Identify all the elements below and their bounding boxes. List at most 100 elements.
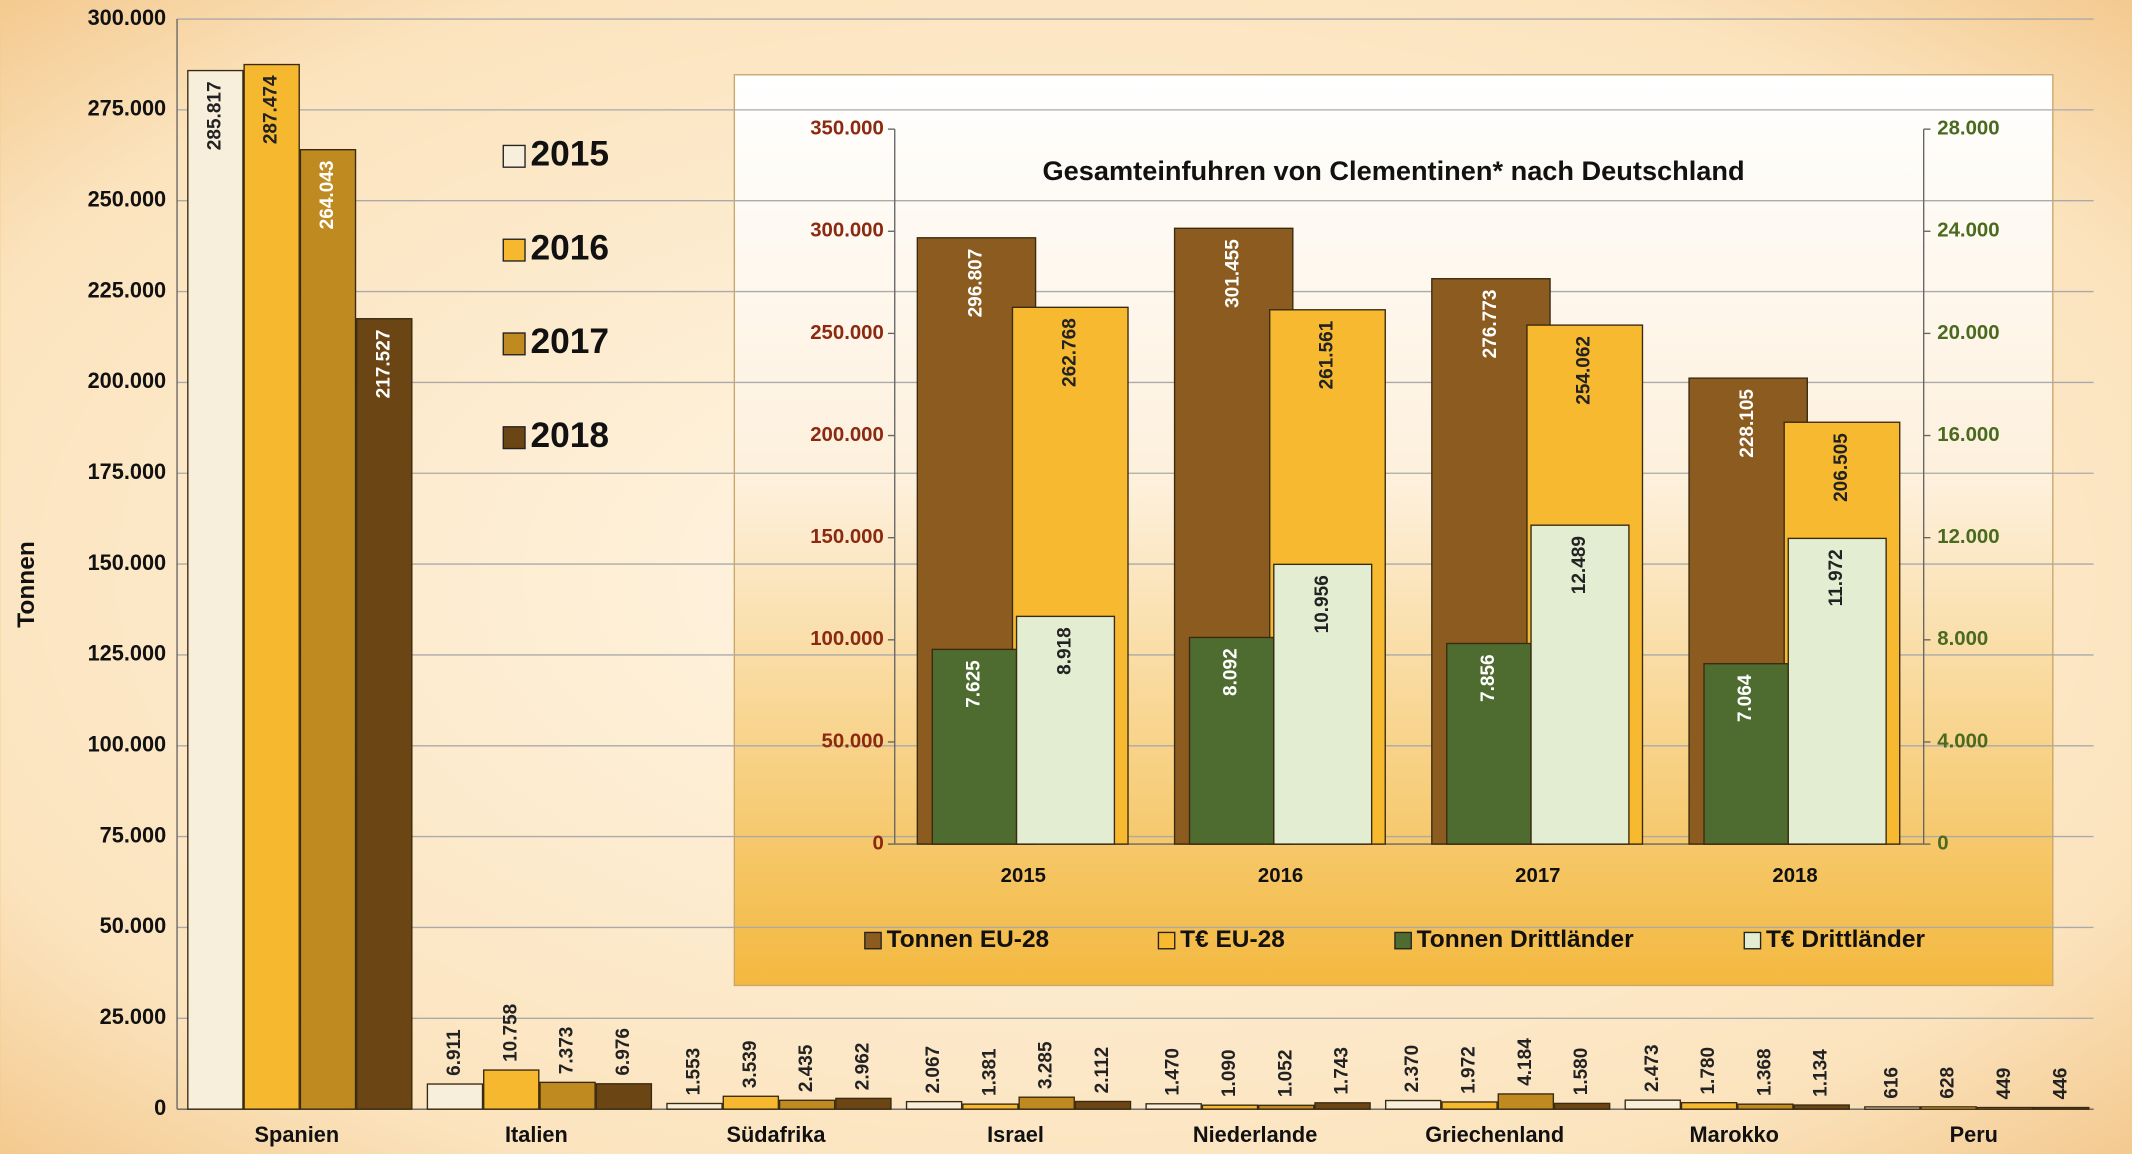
value-label: 1.090	[1219, 1049, 1240, 1097]
bar	[1555, 1103, 1610, 1109]
bar	[540, 1082, 595, 1109]
value-label: 7.625	[963, 660, 984, 708]
value-label: 287.474	[261, 75, 282, 144]
bar	[963, 1104, 1018, 1109]
legend-marker	[503, 333, 525, 355]
bar	[1738, 1104, 1793, 1109]
value-label: 2.435	[796, 1044, 817, 1092]
x-tick-label: Südafrika	[726, 1122, 826, 1147]
bar	[1146, 1104, 1201, 1109]
x-tick-label: Marokko	[1690, 1122, 1779, 1147]
legend-label: T€ EU-28	[1180, 926, 1285, 953]
x-tick-label: 2015	[1001, 865, 1046, 887]
value-label: 276.773	[1480, 290, 1501, 359]
legend-marker	[1395, 932, 1411, 948]
y-tick-label: 50.000	[100, 913, 166, 938]
y-tick-label: 0	[873, 832, 884, 854]
y-tick-label: 225.000	[88, 277, 167, 302]
bar	[1442, 1102, 1497, 1109]
bar	[300, 150, 355, 1109]
y-tick-label: 25.000	[100, 1004, 166, 1029]
value-label: 3.285	[1036, 1041, 1057, 1089]
bar	[1921, 1107, 1976, 1109]
legend-label: 2015	[530, 135, 609, 174]
value-label: 206.505	[1831, 433, 1852, 502]
value-label: 1.368	[1754, 1048, 1775, 1096]
value-label: 616	[1881, 1067, 1902, 1099]
y-tick-label: 275.000	[88, 96, 167, 121]
y-tick-label: 0	[154, 1095, 166, 1120]
legend-label: 2017	[530, 322, 609, 361]
bar	[2034, 1108, 2089, 1110]
bar	[484, 1070, 539, 1109]
y-tick-label: 100.000	[810, 628, 884, 650]
bar	[1075, 1101, 1130, 1109]
value-label: 10.956	[1312, 575, 1333, 633]
y-tick-label: 350.000	[810, 118, 884, 140]
y-tick-label: 125.000	[88, 641, 167, 666]
y2-tick-label: 28.000	[1937, 118, 1999, 140]
value-label: 10.758	[500, 1004, 521, 1062]
value-label: 628	[1938, 1067, 1959, 1099]
value-label: 1.134	[1811, 1049, 1832, 1097]
value-label: 262.768	[1059, 318, 1080, 387]
y-tick-label: 100.000	[88, 732, 167, 757]
value-label: 3.539	[740, 1041, 761, 1089]
value-label: 254.062	[1574, 336, 1595, 405]
bar	[1259, 1105, 1314, 1109]
x-tick-label: Peru	[1950, 1122, 1998, 1147]
bar	[1865, 1107, 1920, 1109]
legend-marker	[1744, 932, 1760, 948]
x-tick-label: Niederlande	[1193, 1122, 1317, 1147]
bar	[1202, 1105, 1257, 1109]
value-label: 2.473	[1642, 1044, 1663, 1092]
y-tick-label: 150.000	[810, 526, 884, 548]
legend-marker	[503, 145, 525, 167]
value-label: 301.455	[1223, 239, 1244, 308]
value-label: 449	[1994, 1068, 2015, 1100]
legend-marker	[865, 932, 881, 948]
x-tick-label: 2016	[1258, 865, 1303, 887]
y2-tick-label: 20.000	[1937, 322, 1999, 344]
value-label: 7.856	[1478, 654, 1499, 702]
value-label: 7.373	[557, 1027, 578, 1075]
value-label: 11.972	[1826, 549, 1847, 606]
value-label: 285.817	[204, 81, 225, 150]
bar	[907, 1102, 962, 1110]
value-label: 2.112	[1092, 1047, 1113, 1094]
bar	[1386, 1101, 1441, 1110]
y-tick-label: 300.000	[810, 220, 884, 242]
value-label: 264.043	[317, 161, 338, 230]
value-label: 1.052	[1275, 1050, 1296, 1098]
value-label: 1.780	[1698, 1047, 1719, 1095]
value-label: 4.184	[1515, 1038, 1536, 1086]
bar	[596, 1084, 651, 1109]
bar	[836, 1098, 891, 1109]
y2-tick-label: 8.000	[1937, 628, 1988, 650]
bar	[667, 1104, 722, 1110]
bar	[1682, 1103, 1737, 1109]
value-label: 1.470	[1163, 1048, 1184, 1096]
bar	[244, 65, 299, 1110]
legend-label: Tonnen EU-28	[887, 926, 1050, 953]
y2-tick-label: 4.000	[1937, 730, 1988, 752]
legend-label: Tonnen Drittländer	[1417, 926, 1634, 953]
legend-marker	[503, 427, 525, 449]
value-label: 1.972	[1459, 1046, 1480, 1094]
y-tick-label: 75.000	[100, 822, 166, 847]
value-label: 1.553	[684, 1048, 705, 1096]
y2-tick-label: 16.000	[1937, 424, 1999, 446]
value-label: 2.962	[852, 1043, 873, 1091]
value-label: 6.976	[613, 1028, 634, 1076]
x-tick-label: Italien	[505, 1122, 568, 1147]
y-tick-label: 150.000	[88, 550, 167, 575]
value-label: 6.911	[444, 1029, 465, 1076]
value-label: 2.067	[923, 1046, 944, 1094]
y-tick-label: 250.000	[810, 322, 884, 344]
y-tick-label: 200.000	[88, 368, 167, 393]
value-label: 1.743	[1332, 1047, 1353, 1095]
bar	[1977, 1108, 2032, 1110]
value-label: 8.918	[1055, 627, 1076, 675]
bar	[357, 319, 412, 1109]
x-tick-label: Spanien	[255, 1122, 340, 1147]
